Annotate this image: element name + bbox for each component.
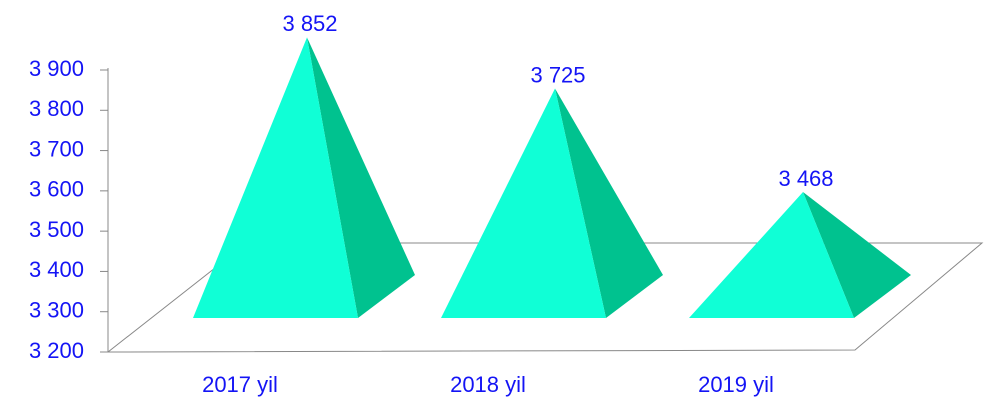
pyramid-front <box>689 192 854 318</box>
value-label: 3 468 <box>778 166 833 191</box>
x-tick-label: 2018 yil <box>450 372 526 397</box>
y-tick-label: 3 400 <box>29 257 84 282</box>
y-tick-label: 3 200 <box>29 338 84 363</box>
y-tick-label: 3 500 <box>29 217 84 242</box>
floor <box>107 242 984 353</box>
y-tick-label: 3 900 <box>29 56 84 81</box>
x-tick-label: 2017 yil <box>202 372 278 397</box>
pyramid-front <box>441 88 606 318</box>
pyramid-side <box>555 88 663 318</box>
x-tick-label: 2019 yil <box>698 372 774 397</box>
pyramid-side <box>307 37 415 318</box>
y-tick-label: 3 600 <box>29 177 84 202</box>
y-tick-label: 3 800 <box>29 96 84 121</box>
y-tick-label: 3 700 <box>29 136 84 161</box>
pyramid-front <box>193 37 358 318</box>
value-label: 3 725 <box>530 62 585 87</box>
value-label: 3 852 <box>282 11 337 36</box>
y-tick-label: 3 300 <box>29 298 84 323</box>
pyramid-side <box>803 192 911 318</box>
